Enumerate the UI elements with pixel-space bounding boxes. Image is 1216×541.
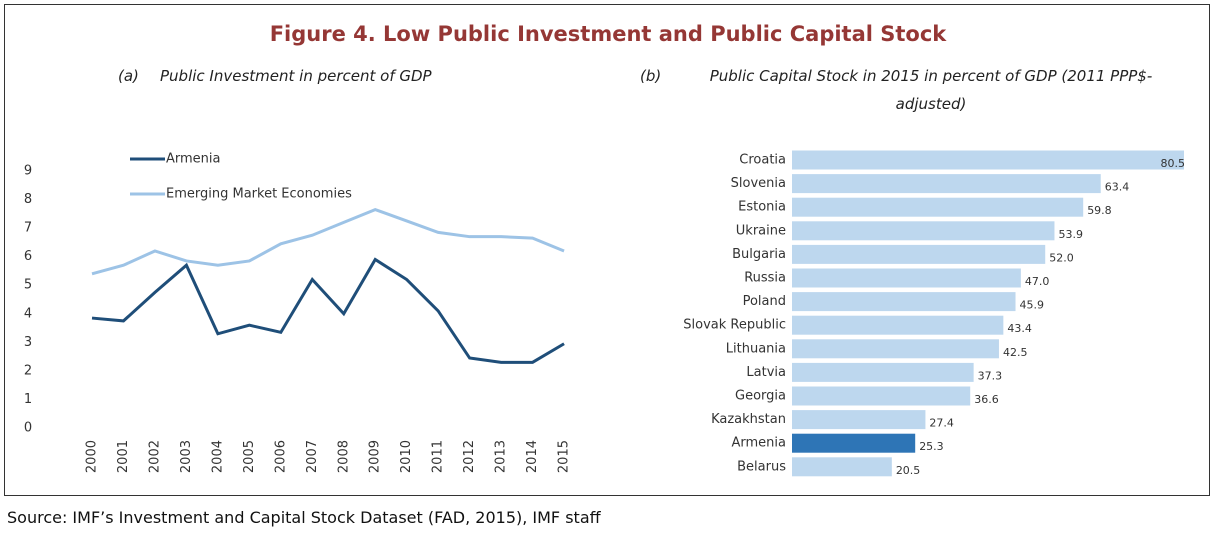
x-tick-label: 2008 <box>336 440 351 473</box>
value-label: 47.0 <box>1025 275 1050 288</box>
y-tick-label: 4 <box>24 306 32 321</box>
y-tick-label: Estonia <box>738 200 786 215</box>
series-line <box>91 257 565 364</box>
panel-label: (b) <box>640 67 662 85</box>
y-tick-label: 2 <box>24 363 32 378</box>
bar <box>792 268 1021 288</box>
x-tick-label: 2013 <box>494 440 509 473</box>
bar <box>792 221 1055 241</box>
value-label: 80.5 <box>1161 157 1186 170</box>
value-label: 53.9 <box>1058 228 1083 241</box>
bar <box>792 197 1084 217</box>
bar <box>792 457 892 477</box>
y-tick-label: 5 <box>24 278 32 293</box>
panel-title: Public Investment in percent of GDP <box>160 67 432 85</box>
x-tick-label: 2002 <box>147 440 162 473</box>
value-label: 43.4 <box>1007 322 1032 335</box>
legend-label: Armenia <box>166 152 221 167</box>
series-line <box>91 207 565 276</box>
y-tick-label: 7 <box>24 221 32 236</box>
x-tick-label: 2000 <box>85 440 100 473</box>
y-tick-label: 6 <box>24 249 32 264</box>
x-tick-label: 2015 <box>557 440 572 473</box>
y-tick-label: 1 <box>24 392 32 407</box>
y-tick-label: Georgia <box>735 389 786 404</box>
bar <box>792 292 1016 312</box>
x-tick-label: 2006 <box>273 440 288 473</box>
y-tick-label: Croatia <box>739 153 786 168</box>
bar <box>792 410 926 430</box>
panel-label: (a) <box>118 67 139 85</box>
y-tick-label: Ukraine <box>736 223 786 238</box>
bar <box>792 386 971 406</box>
bar <box>792 150 1184 170</box>
x-tick-label: 2012 <box>462 440 477 473</box>
y-tick-label: 0 <box>24 421 32 436</box>
bar <box>792 362 974 382</box>
value-label: 36.6 <box>974 393 999 406</box>
value-label: 27.4 <box>929 417 954 430</box>
x-tick-label: 2004 <box>210 440 225 473</box>
y-tick-label: Kazakhstan <box>711 412 786 427</box>
legend-label: Emerging Market Economies <box>166 187 352 202</box>
y-tick-label: 9 <box>24 164 32 179</box>
x-tick-label: 2010 <box>399 440 414 473</box>
value-label: 63.4 <box>1105 181 1130 194</box>
bar <box>792 244 1046 264</box>
panel-title: Public Capital Stock in 2015 in percent … <box>709 67 1153 113</box>
y-tick-label: Belarus <box>737 459 786 474</box>
x-tick-label: 2005 <box>242 440 257 473</box>
value-label: 45.9 <box>1020 299 1045 312</box>
frame <box>4 4 1210 496</box>
y-tick-label: Poland <box>743 294 786 309</box>
y-tick-label: Russia <box>744 271 786 286</box>
value-label: 37.3 <box>978 369 1003 382</box>
y-tick-label: 3 <box>24 335 32 350</box>
y-tick-label: Slovak Republic <box>683 318 786 333</box>
y-tick-label: Bulgaria <box>732 247 786 262</box>
y-tick-label: Lithuania <box>726 341 786 356</box>
value-label: 42.5 <box>1003 346 1028 359</box>
x-tick-label: 2001 <box>116 440 131 473</box>
y-tick-label: Latvia <box>746 365 786 380</box>
bar <box>792 433 916 453</box>
x-tick-label: 2014 <box>525 440 540 473</box>
x-tick-label: 2003 <box>179 440 194 473</box>
x-tick-label: 2009 <box>368 440 383 473</box>
x-tick-label: 2011 <box>431 440 446 473</box>
bar <box>792 174 1101 194</box>
value-label: 25.3 <box>919 440 944 453</box>
bar <box>792 339 999 359</box>
value-label: 20.5 <box>896 464 921 477</box>
y-tick-label: Armenia <box>732 436 787 451</box>
value-label: 59.8 <box>1087 204 1112 217</box>
figure-title: Figure 4. Low Public Investment and Publ… <box>269 22 947 46</box>
value-label: 52.0 <box>1049 251 1074 264</box>
y-tick-label: Slovenia <box>731 176 786 191</box>
y-tick-label: 8 <box>24 192 32 207</box>
x-tick-label: 2007 <box>305 440 320 473</box>
source-note: Source: IMF’s Investment and Capital Sto… <box>7 508 601 527</box>
bar <box>792 315 1004 335</box>
